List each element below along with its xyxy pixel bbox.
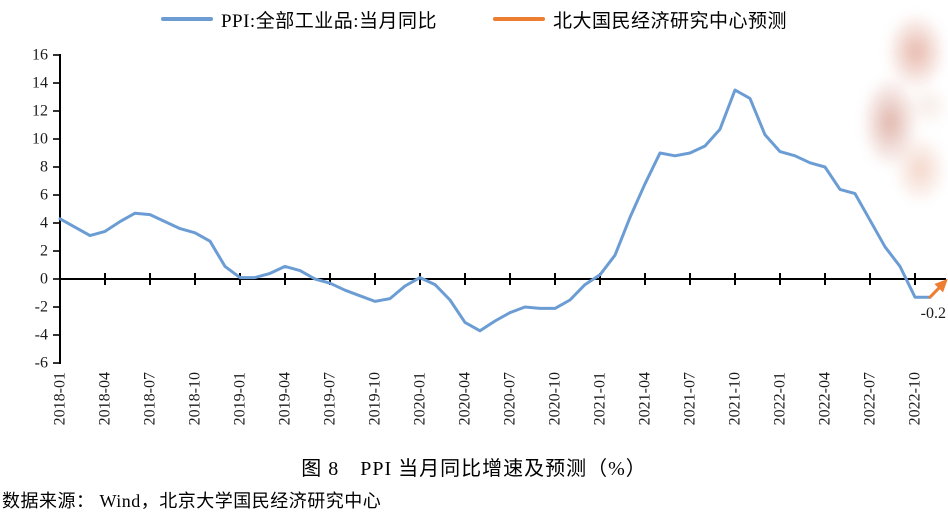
svg-text:2020-07: 2020-07: [502, 372, 519, 425]
svg-text:10: 10: [32, 131, 48, 148]
svg-text:2: 2: [40, 243, 48, 260]
svg-text:-4: -4: [35, 327, 48, 344]
svg-text:12: 12: [32, 103, 48, 120]
svg-text:2022-07: 2022-07: [862, 372, 879, 425]
svg-text:2021-01: 2021-01: [592, 372, 609, 425]
svg-text:2018-01: 2018-01: [52, 372, 69, 425]
svg-text:2021-07: 2021-07: [682, 372, 699, 425]
svg-text:2021-10: 2021-10: [727, 372, 744, 425]
svg-text:2021-04: 2021-04: [637, 372, 654, 425]
svg-text:2019-01: 2019-01: [232, 372, 249, 425]
ppi-line-swatch-icon: [160, 17, 213, 21]
svg-text:2018-10: 2018-10: [187, 372, 204, 425]
svg-text:2018-04: 2018-04: [97, 372, 114, 425]
svg-text:2019-10: 2019-10: [367, 372, 384, 425]
legend-item-forecast: 北大国民经济研究中心预测: [493, 6, 787, 33]
svg-text:4: 4: [40, 215, 48, 232]
svg-text:6: 6: [40, 187, 48, 204]
svg-text:2018-07: 2018-07: [142, 372, 159, 425]
chart-legend: PPI:全部工业品:当月同比 北大国民经济研究中心预测: [0, 4, 948, 34]
ppi-legend-label: PPI:全部工业品:当月同比: [220, 10, 437, 32]
figure-caption: 图 8 PPI 当月同比增速及预测（%）: [301, 458, 647, 480]
svg-text:-2: -2: [35, 299, 48, 316]
svg-text:0: 0: [40, 271, 48, 288]
svg-text:2019-04: 2019-04: [277, 372, 294, 425]
svg-text:2022-01: 2022-01: [772, 372, 789, 425]
svg-text:2022-10: 2022-10: [907, 372, 924, 425]
forecast-line-swatch-icon: [493, 17, 545, 21]
legend-item-ppi: PPI:全部工业品:当月同比: [160, 6, 437, 33]
svg-text:8: 8: [40, 159, 48, 176]
svg-text:2019-07: 2019-07: [322, 372, 339, 425]
svg-text:2022-04: 2022-04: [817, 372, 834, 425]
svg-text:2020-10: 2020-10: [547, 372, 564, 425]
svg-text:14: 14: [32, 75, 48, 92]
svg-text:-6: -6: [35, 355, 48, 372]
svg-text:16: 16: [32, 47, 48, 64]
forecast-value-label: -0.2: [921, 305, 946, 322]
forecast-legend-label: 北大国民经济研究中心预测: [553, 10, 788, 32]
data-source-note: 数据来源： Wind，北京大学国民经济研究中心: [2, 491, 382, 511]
svg-text:2020-01: 2020-01: [412, 372, 429, 425]
svg-text:2020-04: 2020-04: [457, 372, 474, 425]
